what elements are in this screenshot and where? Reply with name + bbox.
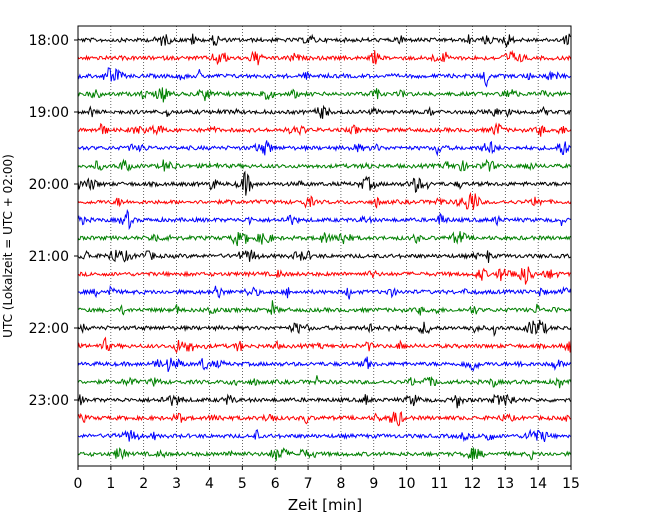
trace-line <box>77 428 572 443</box>
x-tick-label: 4 <box>205 476 214 492</box>
trace-line <box>77 249 572 263</box>
trace-line <box>77 285 572 300</box>
trace-line <box>77 266 572 285</box>
trace-line <box>77 447 572 462</box>
x-tick-label: 0 <box>74 476 83 492</box>
x-tick-label: 13 <box>496 476 514 492</box>
x-axis: 0 1 2 3 4 5 6 7 8 9 10 11 12 13 14 15 <box>74 466 580 492</box>
x-tick-label: 2 <box>139 476 148 492</box>
x-tick-label: 6 <box>271 476 280 492</box>
trace-line <box>77 319 572 338</box>
x-tick-label: 1 <box>106 476 115 492</box>
trace-line <box>77 375 572 389</box>
trace-line <box>77 140 572 157</box>
trace-line <box>77 356 572 372</box>
trace-line <box>77 33 572 48</box>
x-tick-label: 8 <box>336 476 345 492</box>
plot-frame <box>77 25 572 467</box>
trace-line <box>77 411 572 427</box>
y-tick-label: 20:00 <box>29 177 69 193</box>
x-tick-label: 9 <box>369 476 378 492</box>
seismic-traces <box>77 33 572 462</box>
trace-line <box>77 87 572 103</box>
x-tick-label: 10 <box>398 476 416 492</box>
x-tick-label: 12 <box>463 476 481 492</box>
y-tick-label: 18:00 <box>29 33 69 49</box>
trace-line <box>77 104 571 119</box>
trace-line <box>77 393 572 409</box>
trace-line <box>77 67 572 88</box>
y-tick-label: 23:00 <box>29 393 69 409</box>
y-axis-label: UTC (Lokalzeit = UTC + 02:00) <box>1 154 15 338</box>
trace-line <box>77 49 572 66</box>
vertical-grid <box>110 26 539 466</box>
x-tick-label: 11 <box>431 476 449 492</box>
y-tick-label: 21:00 <box>29 249 69 265</box>
y-tick-label: 19:00 <box>29 105 69 121</box>
y-axis: 18:00 19:00 20:00 21:00 22:00 23:00 <box>29 33 78 409</box>
x-tick-label: 7 <box>304 476 313 492</box>
y-tick-label: 22:00 <box>29 321 69 337</box>
x-tick-label: 14 <box>529 476 547 492</box>
trace-line <box>77 300 572 316</box>
trace-line <box>77 336 572 354</box>
trace-line <box>77 231 572 247</box>
trace-line <box>77 170 572 196</box>
trace-line <box>77 208 572 231</box>
x-tick-label: 15 <box>562 476 580 492</box>
x-axis-label: Zeit [min] <box>288 496 362 514</box>
x-tick-label: 5 <box>238 476 247 492</box>
x-tick-label: 3 <box>172 476 181 492</box>
trace-line <box>77 158 572 172</box>
trace-line <box>77 122 572 137</box>
trace-line <box>77 191 572 210</box>
